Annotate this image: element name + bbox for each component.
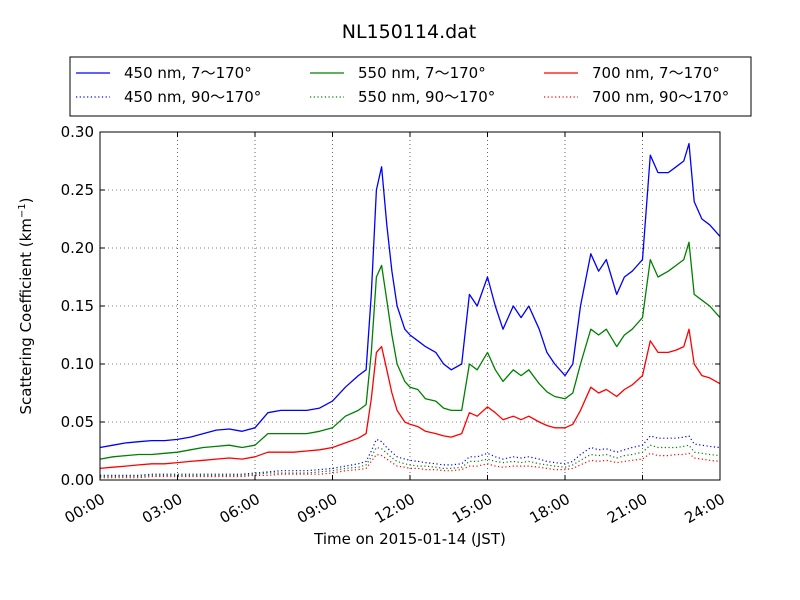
- legend-label: 550 nm, 7～170°: [358, 64, 486, 82]
- y-axis-label: Scattering Coefficient (km−1): [17, 197, 35, 414]
- y-tick-label: 0.20: [61, 239, 94, 257]
- series-line-5: [100, 452, 721, 479]
- legend-label: 700 nm, 90～170°: [592, 88, 729, 106]
- legend-label: 450 nm, 7～170°: [124, 64, 252, 82]
- y-axis-label-superscript: −1: [17, 203, 28, 218]
- series-line-2: [99, 328, 721, 470]
- legend-label: 550 nm, 90～170°: [358, 88, 495, 106]
- series-line-0: [99, 142, 721, 449]
- series-layer: [99, 142, 721, 479]
- series-line-3: [100, 435, 721, 476]
- y-axis-label-end: ): [17, 197, 35, 203]
- x-tick-label: 12:00: [372, 490, 418, 527]
- legend-items: 450 nm, 7～170° 550 nm, 7～170° 700 nm, 7～17…: [76, 64, 729, 106]
- x-axis-label: Time on 2015-01-14 (JST): [313, 530, 506, 548]
- y-tick-label: 0.15: [61, 297, 94, 315]
- y-axis-label-main: Scattering Coefficient (km: [17, 218, 35, 414]
- x-tick-label: 03:00: [139, 490, 185, 527]
- x-tick-label: 00:00: [62, 490, 108, 527]
- x-tick-label: 24:00: [682, 490, 728, 527]
- x-tick-label: 21:00: [604, 490, 650, 527]
- plot-area: [99, 131, 721, 481]
- y-tick-label: 0.25: [61, 181, 94, 199]
- chart-title: NL150114.dat: [342, 21, 477, 43]
- series-line-1: [99, 241, 721, 460]
- y-tick-label: 0.30: [61, 123, 94, 141]
- y-tick-labels: 0.00 0.05 0.10 0.15 0.20 0.25 0.30: [61, 123, 94, 489]
- grid-lines: [100, 132, 720, 480]
- x-tick-label: 15:00: [449, 490, 495, 527]
- axis-ticks: [99, 131, 721, 481]
- x-tick-label: 18:00: [527, 490, 573, 527]
- x-tick-labels: 00:00 03:00 06:00 09:00 12:00 15:00 18:00 21:00…: [62, 490, 728, 527]
- series-line-4: [100, 444, 721, 478]
- x-tick-label: 09:00: [294, 490, 340, 527]
- y-tick-label: 0.05: [61, 413, 94, 431]
- legend: 450 nm, 7～170° 550 nm, 7～170° 700 nm, 7～17…: [69, 56, 752, 117]
- legend-box: [69, 56, 752, 117]
- legend-label: 700 nm, 7～170°: [592, 64, 720, 82]
- x-tick-label: 06:00: [217, 490, 263, 527]
- y-tick-label: 0.00: [61, 471, 94, 489]
- y-tick-label: 0.10: [61, 355, 94, 373]
- legend-label: 450 nm, 90～170°: [124, 88, 261, 106]
